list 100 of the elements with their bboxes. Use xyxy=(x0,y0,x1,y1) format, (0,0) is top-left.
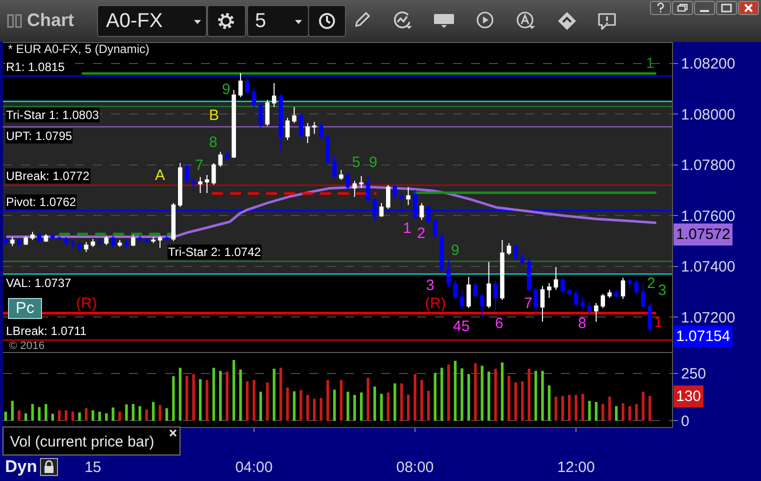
bar xyxy=(588,400,591,421)
bar xyxy=(279,368,282,421)
y-tick-label: 0 xyxy=(681,412,690,430)
bar xyxy=(467,374,470,421)
bar xyxy=(386,392,390,421)
candlestick xyxy=(493,280,498,312)
bar xyxy=(414,374,416,421)
candlestick xyxy=(526,258,532,292)
bar xyxy=(648,396,652,421)
y-tick-label: 1.08200 xyxy=(681,56,736,73)
chart-title: * EUR A0-FX, 5 (Dynamic) xyxy=(8,42,150,56)
bar xyxy=(427,390,430,421)
candlestick xyxy=(326,134,330,166)
candlestick xyxy=(198,176,202,194)
bar xyxy=(508,376,510,421)
bar xyxy=(541,370,544,421)
annotation: 1 xyxy=(654,314,662,331)
candlestick xyxy=(16,238,22,247)
candlestick xyxy=(594,302,598,322)
bar xyxy=(78,412,81,421)
bar xyxy=(528,368,530,421)
annotation: 130 xyxy=(676,388,702,405)
candlestick xyxy=(560,277,565,294)
annotation: © 2016 xyxy=(9,340,45,352)
candlestick xyxy=(232,89,236,159)
bar xyxy=(360,392,363,421)
bar xyxy=(92,410,94,421)
candlestick xyxy=(346,171,350,191)
candlestick xyxy=(634,278,639,294)
bar xyxy=(138,406,142,421)
candlestick xyxy=(587,301,592,314)
bar xyxy=(561,396,564,421)
candlestick xyxy=(514,244,518,260)
bar xyxy=(380,394,383,421)
bar xyxy=(554,396,558,421)
bar xyxy=(239,370,242,421)
annotation: 9 xyxy=(369,154,378,171)
candlestick xyxy=(97,238,102,247)
bar xyxy=(132,404,135,421)
bar xyxy=(568,394,571,421)
candlestick xyxy=(110,235,116,248)
y-tick-label: 1.07200 xyxy=(681,309,736,326)
bar xyxy=(400,383,403,421)
bar xyxy=(521,381,524,421)
candlestick xyxy=(500,240,504,300)
bar xyxy=(64,410,68,421)
bar xyxy=(292,391,296,421)
bar xyxy=(266,382,269,421)
candlestick xyxy=(520,253,525,264)
candlestick xyxy=(131,234,136,247)
candlestick xyxy=(252,87,256,108)
bar xyxy=(500,362,504,421)
bar xyxy=(514,382,517,421)
candlestick xyxy=(312,121,316,134)
bar xyxy=(440,368,444,421)
text: Dyn xyxy=(5,457,38,477)
dropdown-field: 5 xyxy=(247,5,309,37)
candlestick xyxy=(366,174,370,202)
ref-line-label: UBreak: 1.0772 xyxy=(6,169,90,183)
candlestick xyxy=(10,236,15,247)
annotation: 3 xyxy=(426,277,434,294)
bar xyxy=(574,394,578,421)
candlestick xyxy=(84,242,88,252)
bar xyxy=(125,404,128,421)
candlestick xyxy=(30,231,35,241)
candlestick xyxy=(77,240,82,252)
candlestick xyxy=(386,184,390,210)
bar xyxy=(614,406,618,421)
bar xyxy=(313,398,316,421)
annotation: (R) xyxy=(76,295,97,312)
candlestick xyxy=(554,266,558,290)
candlestick xyxy=(453,279,458,300)
bar xyxy=(118,412,122,421)
bar xyxy=(112,407,114,421)
bar xyxy=(548,385,551,421)
candlestick xyxy=(318,121,324,140)
bar xyxy=(165,408,168,421)
bar xyxy=(460,368,464,421)
bar xyxy=(635,404,638,421)
bar xyxy=(608,396,611,421)
bar xyxy=(152,402,155,421)
candlestick xyxy=(567,288,572,296)
bar xyxy=(192,374,195,421)
candlestick xyxy=(144,238,149,244)
candlestick xyxy=(607,289,612,298)
bar xyxy=(11,400,14,421)
candlestick xyxy=(379,202,384,218)
bar xyxy=(38,407,41,421)
annotation: 45 xyxy=(453,318,470,335)
bar xyxy=(84,408,88,421)
ref-line-label: Pivot: 1.0762 xyxy=(6,195,76,209)
annotation: 9 xyxy=(451,242,460,259)
bar xyxy=(212,368,216,421)
bar xyxy=(71,412,74,421)
annotation: 1.07154 xyxy=(676,328,730,345)
bar xyxy=(44,404,48,421)
y-tick-label: 1.07800 xyxy=(681,157,736,174)
ref-line-label: LBreak: 1.0711 xyxy=(6,324,87,338)
candlestick xyxy=(506,242,512,256)
annotation: 9 xyxy=(222,81,230,98)
